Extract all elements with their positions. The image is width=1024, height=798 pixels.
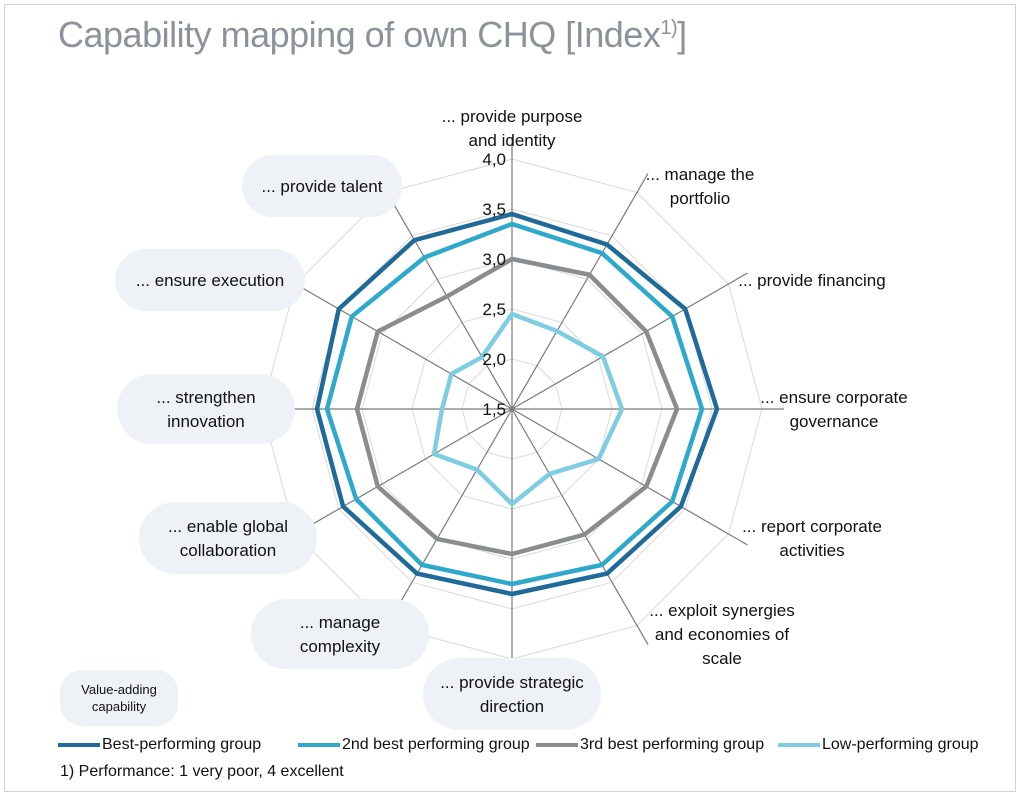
- axis-label-11: ... provide talent: [262, 177, 383, 196]
- spoke-5: [511, 408, 649, 645]
- spoke-11: [375, 173, 513, 410]
- tick-label-4: 3,5: [482, 200, 506, 219]
- axis-label-2: ... provide financing: [738, 271, 885, 290]
- spoke-8: [276, 408, 513, 546]
- axis-pill-11: [242, 155, 402, 217]
- chart-title-text: Capability mapping of own CHQ [Index: [58, 14, 661, 55]
- tick-label-0: 1,5: [482, 400, 506, 419]
- legend-item-2: 3rd best performing group: [536, 736, 764, 754]
- chart-title: Capability mapping of own CHQ [Index1)]: [58, 14, 687, 56]
- legend-swatch-0: [58, 743, 100, 747]
- legend-item-1: 2nd best performing group: [298, 736, 530, 754]
- axis-label-1: ... manage the portfolio: [646, 165, 755, 208]
- tick-label-3: 3,0: [482, 250, 506, 269]
- legend-item-0: Best-performing group: [58, 736, 261, 754]
- series-2nd-best-performing-group: [324, 221, 705, 587]
- legend-label-2: 3rd best performing group: [580, 736, 765, 753]
- axis-pill-8: [139, 502, 317, 574]
- axis-pill-7: [251, 599, 429, 669]
- spoke-10: [276, 272, 513, 410]
- spoke-4: [511, 408, 748, 546]
- legend-label-0: Best-performing group: [102, 736, 262, 753]
- legend-swatch-3: [778, 743, 820, 747]
- legend-item-3: Low-performing group: [778, 736, 979, 754]
- footnote: 1) Performance: 1 very poor, 4 excellent: [60, 763, 344, 780]
- axis-label-8: ... enable global collaboration: [168, 517, 288, 560]
- axis-label-4: ... report corporate activities: [742, 517, 882, 560]
- axis-label-6: ... provide strategic direction: [440, 673, 584, 716]
- badge-line-1: Value-adding: [81, 682, 157, 697]
- chart-title-footnote-ref: 1): [660, 17, 678, 39]
- axis-label-5: ... exploit synergies and economies of sca…: [649, 601, 795, 668]
- series-best-performing-group: [314, 211, 720, 597]
- series-low-performing-group: [431, 311, 625, 507]
- tick-label-1: 2,0: [482, 350, 506, 369]
- tick-label-5: 4,0: [482, 150, 506, 169]
- legend-label-3: Low-performing group: [822, 736, 979, 753]
- value-adding-badge: Value-adding capability: [60, 670, 178, 726]
- legend-swatch-2: [536, 743, 578, 747]
- axis-label-9: ... strengthen innovation: [156, 388, 255, 431]
- spoke-2: [511, 272, 748, 410]
- axis-pill-6: [423, 658, 601, 730]
- spoke-1: [511, 173, 649, 410]
- axis-pill-10: [115, 249, 305, 311]
- axis-label-10: ... ensure execution: [136, 271, 284, 290]
- badge-line-2: capability: [91, 699, 147, 714]
- legend-swatch-1: [298, 743, 340, 747]
- legend-label-1: 2nd best performing group: [342, 736, 530, 753]
- tick-label-2: 2,5: [482, 300, 506, 319]
- series-3rd-best-performing-group: [354, 256, 680, 557]
- axis-label-7: ... manage complexity: [300, 613, 381, 656]
- axis-pill-9: [117, 374, 295, 444]
- chart-title-end: ]: [677, 14, 687, 55]
- axis-label-0: ... provide purpose and identity: [442, 107, 583, 150]
- chart-legend: Best-performing group 2nd best performing…: [58, 736, 1018, 758]
- axis-label-3: ... ensure corporate governance: [760, 388, 907, 431]
